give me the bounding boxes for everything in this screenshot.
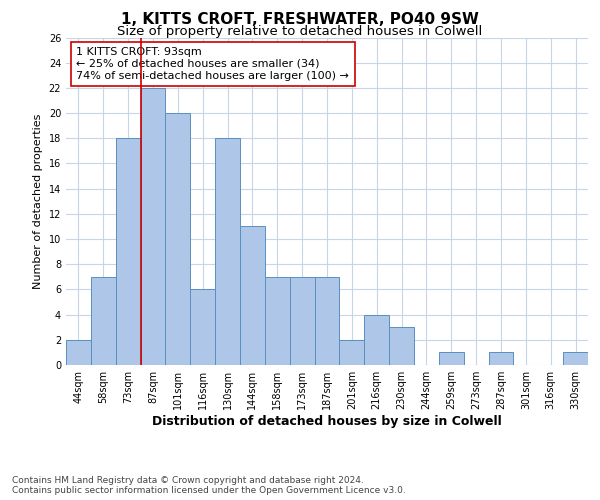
Bar: [290, 277, 314, 365]
Bar: [265, 277, 290, 365]
Text: Size of property relative to detached houses in Colwell: Size of property relative to detached ho…: [118, 25, 482, 38]
Bar: [66, 340, 91, 365]
Text: 1, KITTS CROFT, FRESHWATER, PO40 9SW: 1, KITTS CROFT, FRESHWATER, PO40 9SW: [121, 12, 479, 28]
Bar: [190, 290, 215, 365]
Bar: [340, 340, 364, 365]
Y-axis label: Number of detached properties: Number of detached properties: [33, 114, 43, 289]
X-axis label: Distribution of detached houses by size in Colwell: Distribution of detached houses by size …: [152, 415, 502, 428]
Bar: [240, 226, 265, 365]
Bar: [364, 314, 389, 365]
Bar: [215, 138, 240, 365]
Text: Contains public sector information licensed under the Open Government Licence v3: Contains public sector information licen…: [12, 486, 406, 495]
Bar: [91, 277, 116, 365]
Bar: [116, 138, 140, 365]
Bar: [488, 352, 514, 365]
Text: 1 KITTS CROFT: 93sqm
← 25% of detached houses are smaller (34)
74% of semi-detac: 1 KITTS CROFT: 93sqm ← 25% of detached h…: [76, 48, 349, 80]
Bar: [140, 88, 166, 365]
Bar: [166, 113, 190, 365]
Bar: [314, 277, 340, 365]
Bar: [563, 352, 588, 365]
Bar: [439, 352, 464, 365]
Bar: [389, 327, 414, 365]
Text: Contains HM Land Registry data © Crown copyright and database right 2024.: Contains HM Land Registry data © Crown c…: [12, 476, 364, 485]
